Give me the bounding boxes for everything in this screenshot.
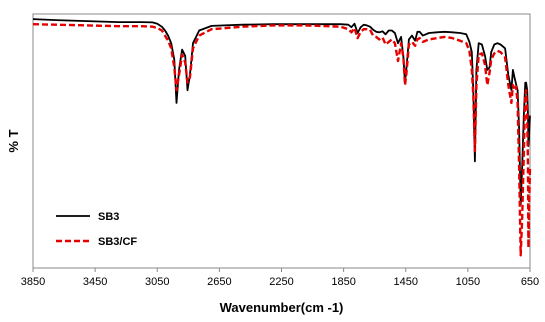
x-tick-label: 2250 xyxy=(269,276,293,288)
x-tick-label: 1450 xyxy=(394,276,418,288)
x-axis-title: Wavenumber(cm -1) xyxy=(220,300,344,315)
y-axis-title: % T xyxy=(6,129,21,152)
plot-area-frame xyxy=(32,13,531,269)
x-tick-label: 3050 xyxy=(145,276,169,288)
x-tick-label: 1850 xyxy=(331,276,355,288)
x-tick-label: 1050 xyxy=(456,276,480,288)
x-tick-label: 650 xyxy=(521,276,539,288)
x-tick-label: 3850 xyxy=(21,276,45,288)
series-line-sb3-cf xyxy=(32,23,532,257)
legend-label-sb3: SB3 xyxy=(98,211,119,223)
x-axis-ticks: 3850 3450 3050 2650 2250 1850 1450 1050 650 xyxy=(21,268,539,288)
legend: SB3 SB3/CF xyxy=(56,211,137,248)
x-tick-label: 2650 xyxy=(207,276,231,288)
series-line-sb3 xyxy=(32,18,531,206)
x-tick-label: 3450 xyxy=(83,276,107,288)
series-layer xyxy=(32,18,532,257)
legend-label-sb3-cf: SB3/CF xyxy=(98,236,137,248)
